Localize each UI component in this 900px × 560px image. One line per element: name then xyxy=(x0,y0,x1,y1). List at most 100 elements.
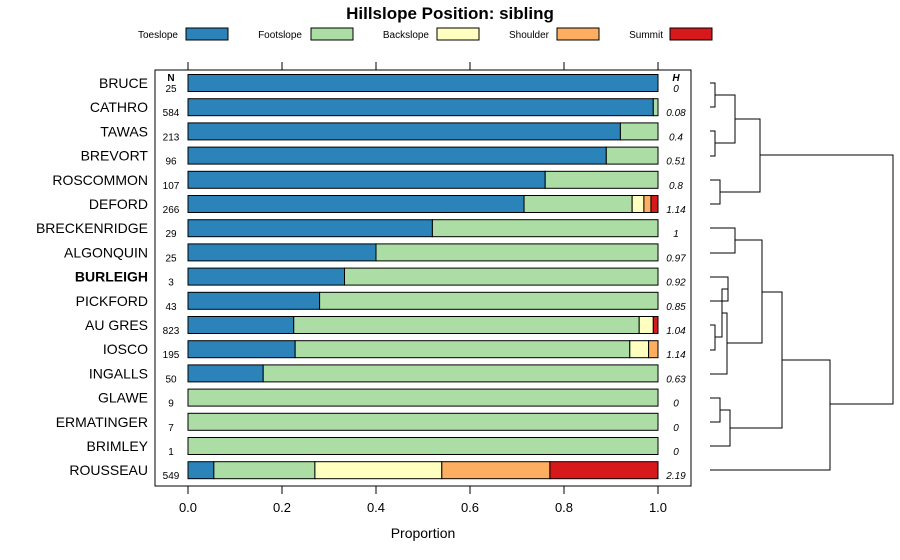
n-value-brevort: 96 xyxy=(165,157,177,168)
n-value-algonquin: 25 xyxy=(165,253,177,264)
bar-segment-glawe-footslope xyxy=(187,388,659,407)
bar-segment-iosco-backslope xyxy=(629,340,650,359)
n-value-glawe: 9 xyxy=(168,399,174,410)
bar-segment-burleigh-toeslope xyxy=(187,267,346,286)
h-header: H xyxy=(672,73,680,84)
bar-segment-pickford-toeslope xyxy=(187,291,321,310)
bar-segment-cathro-toeslope xyxy=(187,98,654,117)
x-tick-label: 0.4 xyxy=(367,500,385,515)
legend-swatch-footslope xyxy=(310,27,354,41)
row-label-roscommon: ROSCOMMON xyxy=(52,172,148,188)
bar-segment-tawas-toeslope xyxy=(187,122,621,141)
h-value-iosco: 1.14 xyxy=(666,350,686,361)
bar-segment-deford-shoulder xyxy=(643,195,652,213)
bar-segment-au-gres-footslope xyxy=(293,316,640,334)
legend: Toeslope Footslope Backslope Shoulder Summit xyxy=(138,27,713,41)
bar-segment-brevort-footslope xyxy=(605,146,659,165)
bar-segment-deford-footslope xyxy=(523,195,633,213)
h-value-pickford: 0.85 xyxy=(666,302,686,313)
h-value-brevort: 0.51 xyxy=(666,157,685,168)
row-label-ingalls: INGALLS xyxy=(89,365,148,381)
x-tick-label: 0.0 xyxy=(179,500,197,515)
bar-segment-rousseau-shoulder xyxy=(441,461,551,480)
n-value-iosco: 195 xyxy=(163,350,180,361)
legend-label-footslope: Footslope xyxy=(258,30,302,41)
bar-segment-bruce-toeslope xyxy=(187,74,659,92)
bar-segment-deford-summit xyxy=(650,195,659,213)
n-value-brimley: 1 xyxy=(168,447,174,458)
n-value-ermatinger: 7 xyxy=(168,423,174,434)
bar-segment-rousseau-summit xyxy=(549,461,659,480)
n-value-bruce: 25 xyxy=(165,84,177,95)
legend-label-summit: Summit xyxy=(629,30,663,41)
row-label-brimley: BRIMLEY xyxy=(87,438,149,454)
x-axis-title: Proportion xyxy=(391,525,456,541)
top-ticks xyxy=(187,62,659,70)
bar-segment-au-gres-summit xyxy=(652,316,659,334)
bar-segment-algonquin-footslope xyxy=(375,243,659,262)
chart-title: Hillslope Position: sibling xyxy=(346,4,554,23)
row-label-breckenridge: BRECKENRIDGE xyxy=(36,220,148,236)
bar-segment-ingalls-toeslope xyxy=(187,364,264,383)
n-value-breckenridge: 29 xyxy=(165,229,177,240)
h-value-rousseau: 2.19 xyxy=(665,471,686,482)
h-value-deford: 1.14 xyxy=(666,205,686,216)
legend-label-toeslope: Toeslope xyxy=(138,30,178,41)
row-label-cathro: CATHRO xyxy=(90,99,148,115)
x-tick-label: 0.2 xyxy=(273,500,291,515)
bar-segment-cathro-footslope xyxy=(652,98,659,117)
bar-segment-roscommon-toeslope xyxy=(187,170,546,189)
legend-swatch-summit xyxy=(669,27,713,41)
bar-segment-breckenridge-footslope xyxy=(431,219,659,238)
row-label-brevort: BREVORT xyxy=(81,148,149,164)
h-value-glawe: 0 xyxy=(673,399,679,410)
h-value-ingalls: 0.63 xyxy=(666,374,686,385)
row-label-algonquin: ALGONQUIN xyxy=(64,244,148,260)
h-value-au-gres: 1.04 xyxy=(666,326,686,337)
legend-swatch-toeslope xyxy=(185,27,229,41)
n-value-cathro: 584 xyxy=(163,108,180,119)
bar-segment-burleigh-footslope xyxy=(344,267,659,286)
row-labels: BRUCE CATHRO TAWAS BREVORT ROSCOMMON DEFORD BR… xyxy=(36,75,149,478)
h-labels: 0 0.08 0.4 0.51 0.8 1.14 1 0.97 0.92 0.85 1.04 1.14… xyxy=(665,84,686,482)
h-value-breckenridge: 1 xyxy=(673,229,679,240)
n-value-burleigh: 3 xyxy=(168,278,174,289)
row-label-au-gres: AU GRES xyxy=(85,317,148,333)
bar-segment-tawas-footslope xyxy=(619,122,659,141)
bar-segment-iosco-toeslope xyxy=(187,340,296,359)
x-tick-label: 0.8 xyxy=(555,500,573,515)
row-label-tawas: TAWAS xyxy=(100,123,148,139)
bar-segment-brevort-toeslope xyxy=(187,146,607,165)
bar-segment-pickford-footslope xyxy=(319,291,659,310)
n-value-deford: 266 xyxy=(163,205,180,216)
h-value-brimley: 0 xyxy=(673,447,679,458)
legend-swatch-shoulder xyxy=(556,27,600,41)
bar-segment-rousseau-toeslope xyxy=(187,461,215,480)
bar-segment-roscommon-footslope xyxy=(544,170,659,189)
bar-segment-deford-toeslope xyxy=(187,195,525,213)
n-value-ingalls: 50 xyxy=(165,374,177,385)
row-label-deford: DEFORD xyxy=(89,196,148,212)
n-value-pickford: 43 xyxy=(165,302,177,313)
row-label-glawe: GLAWE xyxy=(98,390,148,406)
n-labels: 25 584 213 96 107 266 29 25 3 43 823 195 50 9 7 1 549 xyxy=(163,84,180,482)
x-tick-label: 0.6 xyxy=(461,500,479,515)
h-value-burleigh: 0.92 xyxy=(666,278,686,289)
n-header: N xyxy=(167,73,174,84)
h-value-tawas: 0.4 xyxy=(669,132,683,143)
bar-segment-rousseau-backslope xyxy=(314,461,443,480)
n-value-au-gres: 823 xyxy=(163,326,180,337)
h-value-ermatinger: 0 xyxy=(673,423,679,434)
bar-segment-brimley-footslope xyxy=(187,437,659,455)
bar-segment-breckenridge-toeslope xyxy=(187,219,433,238)
row-label-iosco: IOSCO xyxy=(103,341,148,357)
legend-label-backslope: Backslope xyxy=(383,30,430,41)
bar-segment-ingalls-footslope xyxy=(262,364,659,383)
bars xyxy=(187,74,659,480)
bar-segment-iosco-footslope xyxy=(294,340,631,359)
dendrogram xyxy=(710,82,894,471)
x-tick-label: 1.0 xyxy=(649,500,667,515)
row-label-pickford: PICKFORD xyxy=(76,293,148,309)
h-value-roscommon: 0.8 xyxy=(669,181,683,192)
